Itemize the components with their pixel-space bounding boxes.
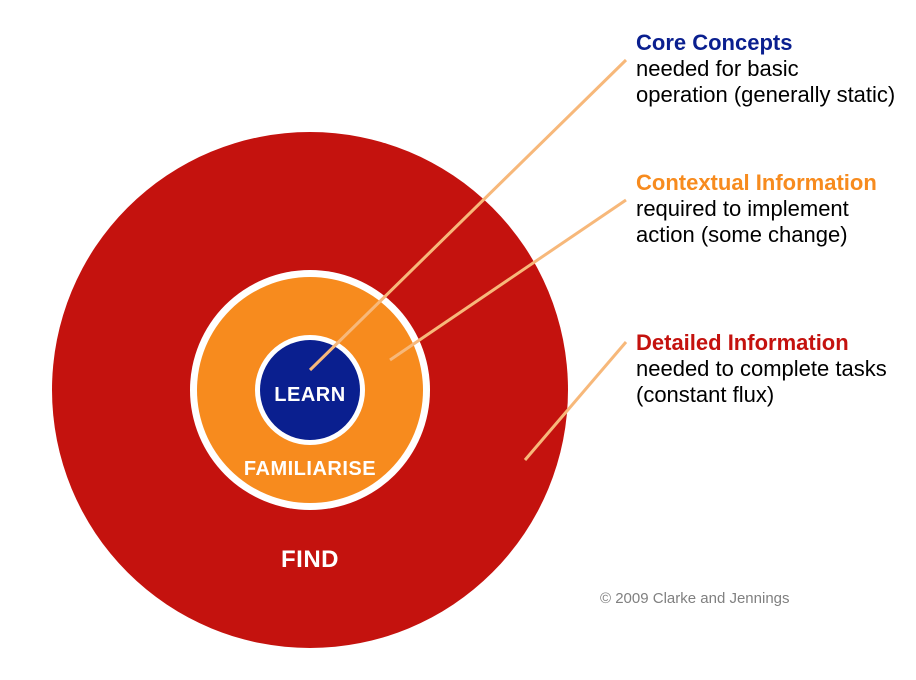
legend-body: required to implement action (some chang… <box>636 196 896 248</box>
legend-title: Contextual Information <box>636 170 896 196</box>
legend-contextual-information: Contextual Information required to imple… <box>636 170 896 248</box>
legend-body: needed to complete tasks (constant flux) <box>636 356 896 408</box>
attribution-text: © 2009 Clarke and Jennings <box>600 590 790 607</box>
inner-ring-label: LEARN <box>160 384 460 407</box>
diagram-stage: FIND FAMILIARISE LEARN Core Concepts nee… <box>0 0 916 680</box>
legend-title: Core Concepts <box>636 30 896 56</box>
legend-body: needed for basic operation (generally st… <box>636 56 896 108</box>
legend-title: Detailed Information <box>636 330 896 356</box>
outer-ring-label: FIND <box>160 546 460 574</box>
middle-ring-label: FAMILIARISE <box>160 458 460 481</box>
legend-core-concepts: Core Concepts needed for basic operation… <box>636 30 896 108</box>
legend-detailed-information: Detailed Information needed to complete … <box>636 330 896 408</box>
